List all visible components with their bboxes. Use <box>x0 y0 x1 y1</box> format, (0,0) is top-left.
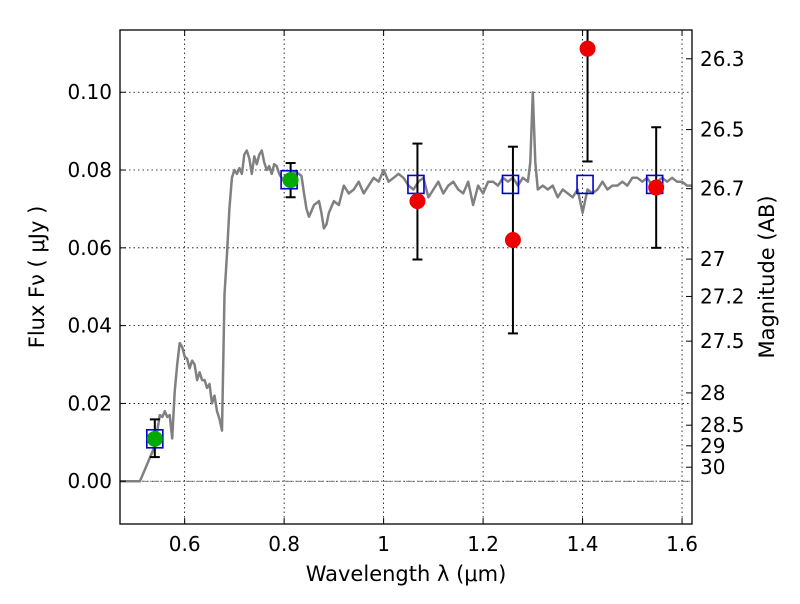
y-tick-label: 0.04 <box>67 314 112 338</box>
red-measurement-point <box>504 232 521 249</box>
right-tick-label: 30 <box>700 455 725 479</box>
y-tick-label: 0.10 <box>67 80 112 104</box>
x-tick-label: 1.2 <box>467 532 499 556</box>
x-tick-label: 0.6 <box>169 532 201 556</box>
red-measurement-point <box>409 193 426 210</box>
y-axis-title: Flux Fν ( μJy ) <box>25 206 49 349</box>
x-tick-label: 1 <box>377 532 390 556</box>
green-detection-point <box>282 172 299 189</box>
model-flux-square <box>501 174 520 195</box>
x-tick-label: 0.8 <box>268 532 300 556</box>
green-detection-point <box>146 430 163 447</box>
right-tick-label: 26.5 <box>700 118 745 142</box>
right-tick-label: 27.2 <box>700 284 745 308</box>
x-tick-label: 1.4 <box>567 532 599 556</box>
y-tick-label: 0.08 <box>67 158 112 182</box>
y-tick-label: 0.02 <box>67 391 112 415</box>
y-tick-label: 0.00 <box>67 469 112 493</box>
right-tick-label: 29 <box>700 434 725 458</box>
right-tick-label: 27.5 <box>700 329 745 353</box>
model-spectrum-line <box>120 90 692 483</box>
red-measurement-point <box>579 40 596 57</box>
plot-frame <box>119 29 693 525</box>
x-tick-label: 1.6 <box>666 532 698 556</box>
model-flux-square <box>576 174 594 195</box>
red-measurement-point <box>648 179 665 196</box>
x-axis-title: Wavelength λ (μm) <box>306 562 507 586</box>
right-axis-title: Magnitude (AB) <box>755 195 779 358</box>
right-tick-label: 26.7 <box>700 177 745 201</box>
y-tick-label: 0.06 <box>67 236 112 260</box>
right-tick-label: 28.5 <box>700 413 745 437</box>
right-tick-label: 27 <box>700 247 725 271</box>
right-tick-label: 26.3 <box>700 47 745 71</box>
right-tick-label: 28 <box>700 381 725 405</box>
